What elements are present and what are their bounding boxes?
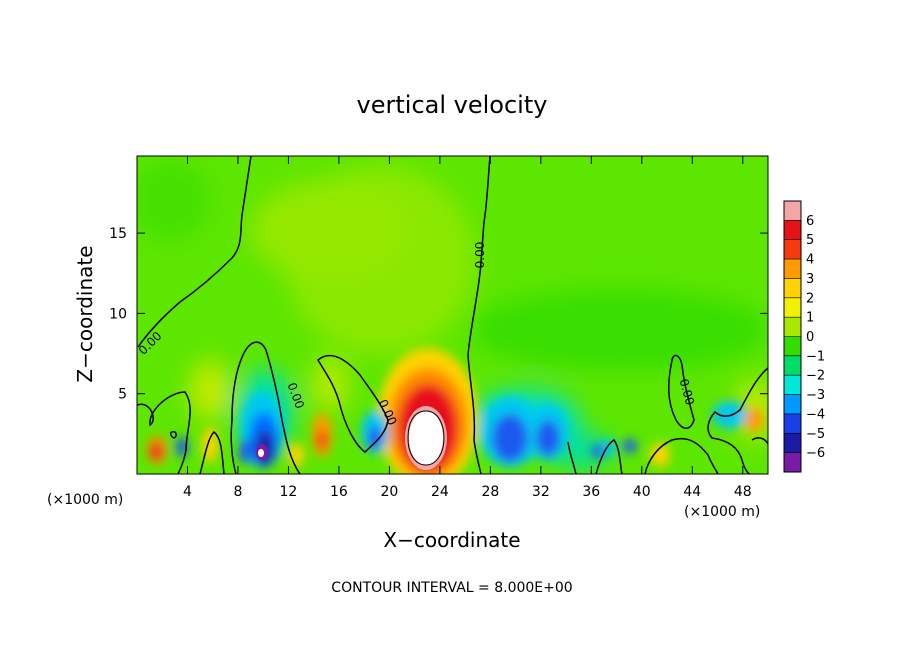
colorbar-label: 3 [806,272,814,287]
zero-contour-line [668,354,695,429]
zero-contours [137,156,768,474]
colorbar-swatch [784,452,801,473]
y-axis-title: Z−coordinate [73,245,97,382]
x-axis-ticks: 4 8 12 16 20 24 28 32 36 40 44 48 [183,156,752,500]
lower-warm-region [312,357,348,413]
plot-frame [136,155,769,475]
zero-contour-line [751,437,768,445]
left-dark-region [137,160,210,240]
zero-contour-line [644,438,719,474]
colorbar-label: 4 [806,253,814,268]
zero-contour-line [567,441,577,474]
colorbar-swatch [784,433,801,454]
colorbar-swatch [784,355,801,376]
colorbar-swatch [784,201,801,221]
downdraft-blue [492,414,528,462]
colorbar-swatch [784,297,801,318]
y-axis-ticks: 5 10 15 [109,226,768,403]
colorbar-label: −5 [806,427,825,442]
colorbar-swatch [784,239,801,260]
warm-cell-red [150,444,162,460]
colorbar-label: −1 [806,349,825,364]
colorbar-swatch [784,259,801,279]
warm-cell-yellow [202,427,218,463]
x-axis-title: X−coordinate [383,528,520,552]
colorbar-label: −6 [806,446,825,461]
warm-cell-yellow [288,443,304,467]
zero-contour-line [317,354,389,453]
right-dark-region [470,290,768,370]
colorbar-label: 6 [806,214,814,229]
colorbar-label: −2 [806,369,825,384]
zero-contour-line [595,438,623,474]
downdraft-blue [623,439,637,453]
upper-light-region [250,180,410,280]
colorbar-label: −4 [806,407,825,422]
y-tick-label: 15 [109,226,127,242]
downdraft-blue [536,420,560,456]
zero-contour-line [137,156,252,348]
downdraft-white-core [258,449,264,457]
colorbar-label: 2 [806,291,814,306]
x-tick-label: 16 [330,484,348,500]
downdraft-blue [368,426,382,450]
zero-contour-line [230,341,301,474]
updraft-core-contour [407,410,445,466]
warm-cell-yellow [650,443,670,467]
colorbar-swatch [784,317,801,337]
y-tick-label: 5 [118,387,127,403]
lower-warm-region [190,360,230,420]
warm-cell-red [317,430,327,450]
zero-contour-line [137,391,191,474]
colorbar-swatch [784,336,801,357]
zero-contour-line [169,430,177,439]
colorbar-label: 5 [806,233,814,248]
plot-area: 0.00 0.00 0.00 0.00 0.00 [137,156,768,474]
x-tick-label: 12 [280,484,298,500]
colorbar-label: 0 [806,330,814,345]
colorbar-label: 1 [806,311,814,326]
updraft-white-core [409,411,443,465]
y-tick-label: 10 [109,306,127,322]
contour-label: 0.00 [473,242,487,269]
colorbar-swatch [784,394,801,415]
colorbar: 6 5 4 3 2 1 0 −1 −2 −3 −4 −5 −6 [783,200,825,473]
y-unit-label: (×1000 m) [684,504,760,520]
x-tick-label: 28 [481,484,499,500]
downdraft-blue [239,440,251,464]
x-tick-label: 40 [633,484,651,500]
colorbar-swatch [784,278,801,299]
colorbar-swatch [784,220,801,241]
x-tick-label: 20 [380,484,398,500]
zero-contour-line [707,367,768,474]
zero-contour-line [467,156,491,474]
x-unit-label: (×1000 m) [47,492,123,508]
warm-cell-orange [745,408,763,432]
x-tick-label: 8 [233,484,242,500]
contour-interval-note: CONTOUR INTERVAL = 8.000E+00 [331,580,572,596]
colorbar-label: −3 [806,388,825,403]
colorbar-swatch [784,413,801,434]
colorbar-swatch [784,375,801,396]
downdraft-blue [592,444,604,458]
x-tick-label: 36 [582,484,600,500]
x-tick-label: 48 [734,484,752,500]
contour-label: 0.00 [677,377,697,406]
x-tick-label: 32 [532,484,550,500]
x-tick-label: 24 [431,484,449,500]
x-tick-label: 44 [683,484,701,500]
chart-title: vertical velocity [357,91,548,119]
x-tick-label: 4 [183,484,192,500]
zero-contour-line [199,431,225,474]
